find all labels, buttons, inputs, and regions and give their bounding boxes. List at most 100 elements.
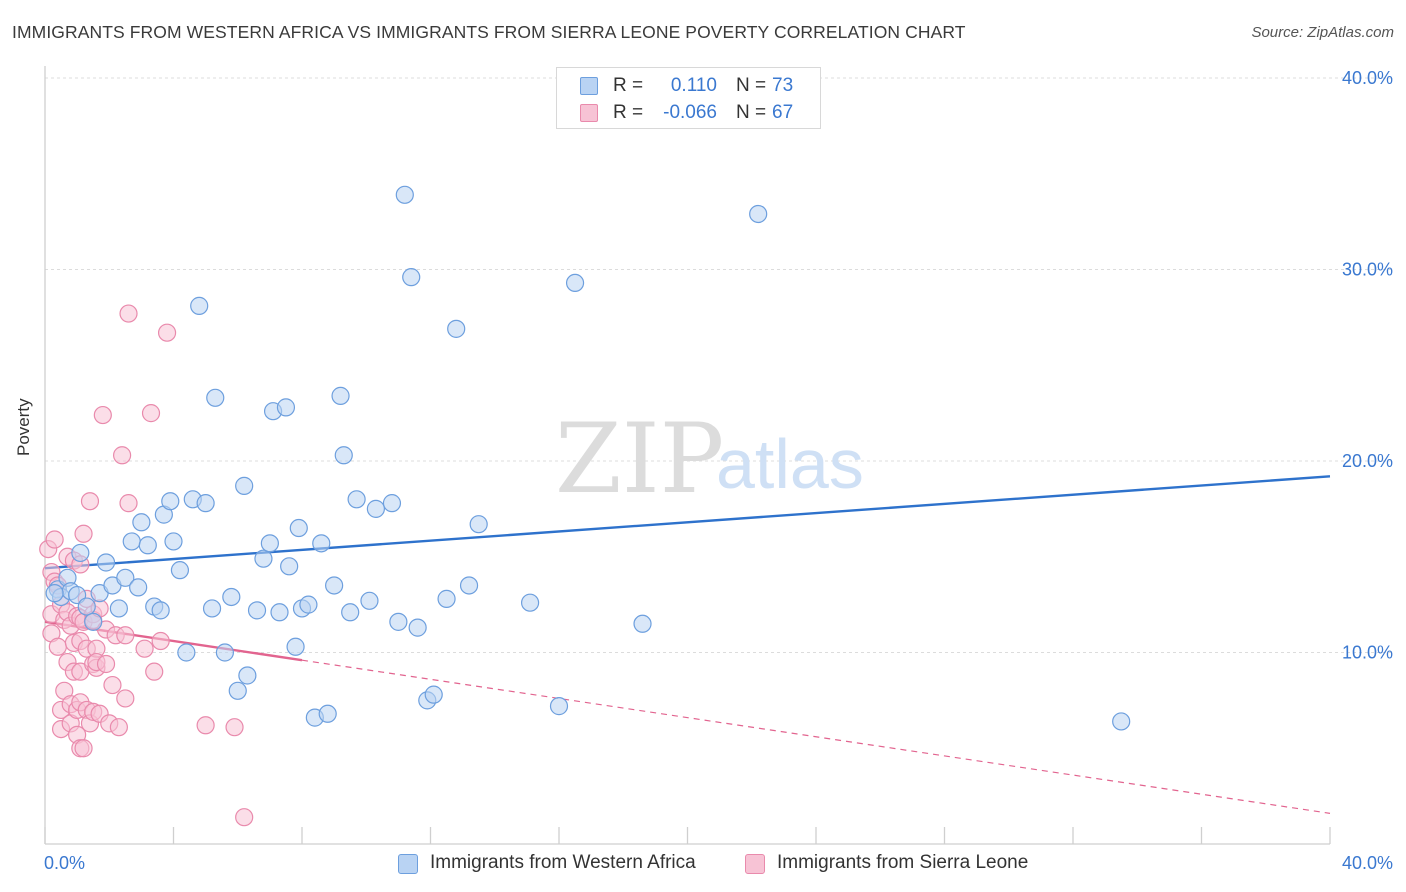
data-point-blue	[366, 499, 385, 518]
data-point-blue	[341, 603, 360, 622]
data-point-blue	[289, 518, 308, 538]
data-point-blue	[132, 513, 151, 532]
data-point-blue	[238, 666, 257, 685]
data-point-blue	[206, 388, 225, 407]
data-point-blue	[1112, 712, 1131, 731]
data-point-blue	[170, 561, 190, 580]
y-axis-label: Poverty	[14, 398, 33, 456]
data-point-pink	[119, 304, 138, 323]
data-point-blue	[129, 578, 148, 597]
data-point-blue	[331, 386, 350, 405]
data-point-pink	[145, 662, 164, 681]
data-point-blue	[280, 557, 299, 576]
y-tick-label: 40.0%	[1342, 68, 1393, 88]
trend-line-extension-pink	[301, 659, 1331, 814]
data-point-pink	[119, 494, 138, 513]
legend-row-western-africa: R = 0.110 N = 73	[557, 74, 820, 100]
data-point-blue	[276, 398, 296, 417]
legend-label: Immigrants from Sierra Leone	[777, 852, 1029, 873]
r-value: -0.066	[663, 102, 717, 123]
data-point-blue	[235, 476, 254, 495]
data-point-blue	[77, 597, 96, 616]
r-label: R =	[613, 102, 644, 123]
y-tick-label: 20.0%	[1342, 451, 1393, 471]
blue-swatch	[398, 854, 418, 874]
data-point-blue	[360, 591, 379, 610]
data-point-pink	[157, 323, 177, 342]
data-point-blue	[402, 268, 421, 287]
n-value: 67	[772, 102, 794, 123]
pink-swatch	[745, 854, 765, 874]
data-point-blue	[71, 543, 90, 563]
data-point-blue	[549, 697, 569, 716]
data-point-pink	[93, 405, 112, 425]
data-point-blue	[389, 612, 408, 631]
data-point-blue	[151, 601, 170, 620]
data-point-blue	[247, 601, 267, 620]
data-point-pink	[74, 524, 93, 543]
legend-label: Immigrants from Western Africa	[430, 852, 696, 873]
data-point-blue	[45, 584, 64, 603]
data-point-blue	[437, 589, 456, 608]
data-point-blue	[164, 532, 183, 551]
data-point-blue	[270, 603, 289, 622]
data-point-blue	[382, 494, 402, 513]
data-point-pink	[96, 654, 116, 674]
data-point-blue	[459, 576, 479, 595]
source-label: Source: ZipAtlas.com	[1251, 24, 1394, 41]
data-point-blue	[408, 618, 427, 637]
data-point-blue	[318, 704, 337, 723]
data-point-blue	[299, 595, 318, 614]
data-point-pink	[235, 808, 254, 827]
legend-row-sierra-leone: R = -0.066 N = 67	[557, 101, 820, 127]
data-point-pink	[141, 404, 161, 423]
grid-lines	[45, 77, 1394, 653]
data-point-blue	[749, 204, 768, 224]
data-point-blue	[190, 296, 209, 315]
data-point-pink	[103, 675, 122, 695]
data-point-blue	[447, 319, 466, 338]
data-point-pink	[135, 639, 154, 658]
x-tick-label: 0.0%	[44, 853, 85, 873]
data-point-blue	[520, 593, 540, 612]
data-point-blue	[254, 549, 273, 568]
y-tick-label: 30.0%	[1342, 260, 1393, 280]
data-point-blue	[122, 532, 141, 551]
n-label: N =	[736, 75, 767, 96]
data-point-blue	[109, 599, 128, 618]
data-point-blue	[116, 568, 135, 587]
data-point-pink	[109, 718, 128, 737]
data-point-blue	[202, 599, 222, 618]
data-point-pink	[45, 530, 64, 549]
watermark-atlas: atlas	[716, 425, 864, 503]
data-point-pink	[116, 689, 135, 708]
watermark: ZIP atlas	[555, 403, 864, 515]
data-point-blue	[565, 273, 585, 293]
data-point-blue	[347, 490, 366, 509]
data-point-pink	[225, 718, 244, 737]
r-value: 0.110	[670, 75, 717, 96]
data-point-blue	[215, 643, 234, 662]
data-point-blue	[312, 534, 331, 553]
n-value: 73	[772, 75, 794, 96]
watermark-zip: ZIP	[555, 403, 724, 515]
data-point-blue	[469, 515, 488, 534]
data-point-pink	[74, 739, 93, 758]
pink-swatch	[580, 104, 598, 122]
data-point-blue	[325, 576, 344, 595]
data-point-blue	[424, 685, 443, 704]
data-point-blue	[161, 492, 180, 511]
r-label: R =	[613, 75, 644, 96]
data-point-pink	[112, 446, 132, 465]
series-western-africa	[45, 185, 1131, 731]
data-point-blue	[196, 494, 215, 513]
correlation-legend: R = 0.110 N = 73 R = -0.066 N = 67	[556, 67, 821, 129]
series-sierra-leone	[39, 304, 254, 827]
data-point-pink	[80, 492, 100, 511]
data-point-blue	[286, 637, 305, 656]
data-point-blue	[260, 534, 279, 553]
data-point-pink	[116, 626, 135, 645]
data-point-blue	[222, 587, 241, 607]
chart-title: IMMIGRANTS FROM WESTERN AFRICA VS IMMIGR…	[12, 22, 966, 42]
